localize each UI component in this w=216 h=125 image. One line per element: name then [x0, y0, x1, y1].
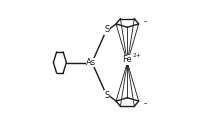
- Text: S: S: [104, 26, 109, 35]
- Text: 2+: 2+: [133, 53, 141, 58]
- Text: -: -: [143, 17, 146, 26]
- Text: S: S: [104, 90, 109, 100]
- Text: Fe: Fe: [122, 56, 132, 64]
- Text: As: As: [86, 58, 96, 67]
- Text: -: -: [143, 99, 146, 108]
